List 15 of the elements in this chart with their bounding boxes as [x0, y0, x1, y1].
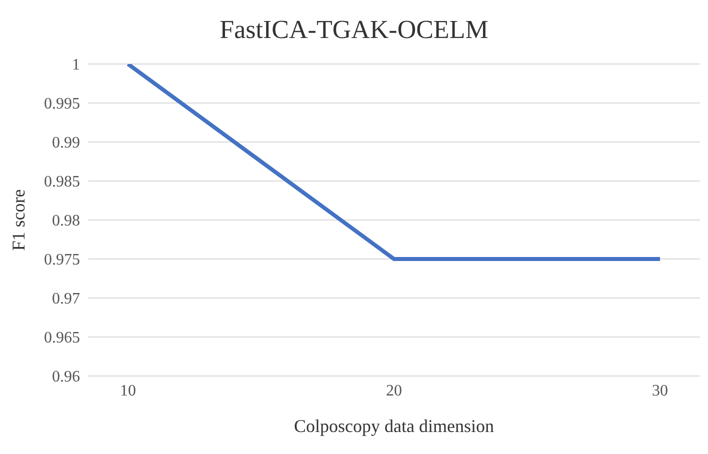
x-tick-label: 20: [386, 382, 402, 400]
y-tick-label: 0.97: [52, 290, 80, 308]
x-tick-label: 30: [652, 382, 668, 400]
y-tick-label: 1: [72, 56, 80, 74]
y-tick-label: 0.975: [44, 252, 80, 269]
x-tick-label: 10: [120, 382, 136, 400]
y-tick-label: 0.965: [44, 330, 80, 347]
y-tick-label: 0.995: [44, 96, 80, 113]
y-tick-label: 0.985: [44, 174, 80, 191]
x-axis-title: Colposcopy data dimension: [294, 416, 494, 436]
chart-title: FastICA-TGAK-OCELM: [218, 14, 490, 46]
y-axis-title: F1 score: [8, 189, 28, 251]
y-tick-label: 0.96: [52, 368, 80, 386]
y-tick-label: 0.99: [52, 134, 80, 152]
y-tick-label: 0.98: [52, 212, 80, 230]
